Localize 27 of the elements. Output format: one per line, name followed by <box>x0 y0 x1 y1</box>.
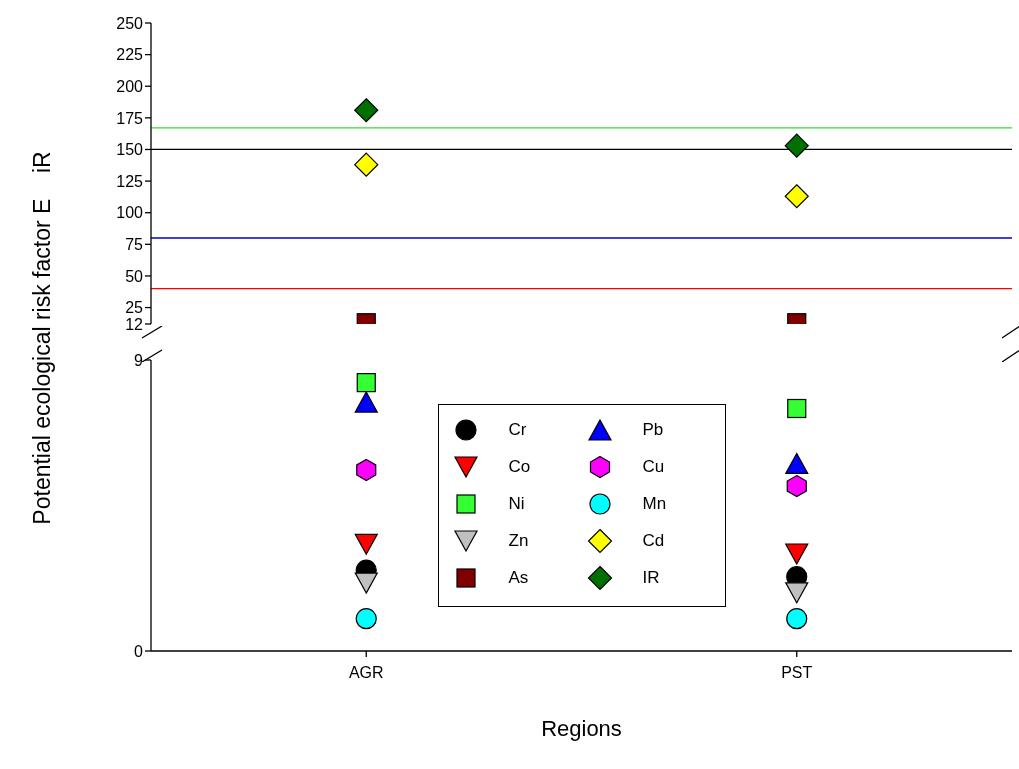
y-tick-label: 100 <box>116 204 144 222</box>
legend-label: IR <box>642 567 660 588</box>
y-tick-label: 150 <box>116 141 144 159</box>
y-axis-title: Potential ecological risk factor E iR <box>28 151 56 525</box>
y-tick-label: 9 <box>134 351 144 369</box>
legend-label: Cu <box>642 456 665 477</box>
y-tick-label: 25 <box>125 299 144 317</box>
legend-label: Mn <box>642 493 667 514</box>
y-tick-label: 75 <box>125 236 144 253</box>
y-tick-label: 50 <box>125 267 144 285</box>
x-tick-label: AGR <box>348 664 384 682</box>
legend-label: Pb <box>642 419 664 440</box>
legend-label: Zn <box>508 530 529 551</box>
legend-label: Cr <box>508 419 527 440</box>
y-tick-label: 125 <box>116 172 144 190</box>
y-tick-label: 175 <box>116 109 144 127</box>
x-tick-label: PST <box>781 664 813 682</box>
y-tick-label: 0 <box>134 642 144 660</box>
legend-label: Co <box>508 456 531 477</box>
y-tick-label: 12 <box>125 315 144 333</box>
legend-label: As <box>508 567 529 588</box>
y-tick-label: 250 <box>116 14 144 32</box>
legend-label: Ni <box>508 493 525 514</box>
x-axis-title: Regions <box>541 716 622 741</box>
legend-label: Cd <box>642 530 665 551</box>
y-tick-label: 200 <box>116 77 144 95</box>
y-tick-label: 225 <box>116 46 144 64</box>
